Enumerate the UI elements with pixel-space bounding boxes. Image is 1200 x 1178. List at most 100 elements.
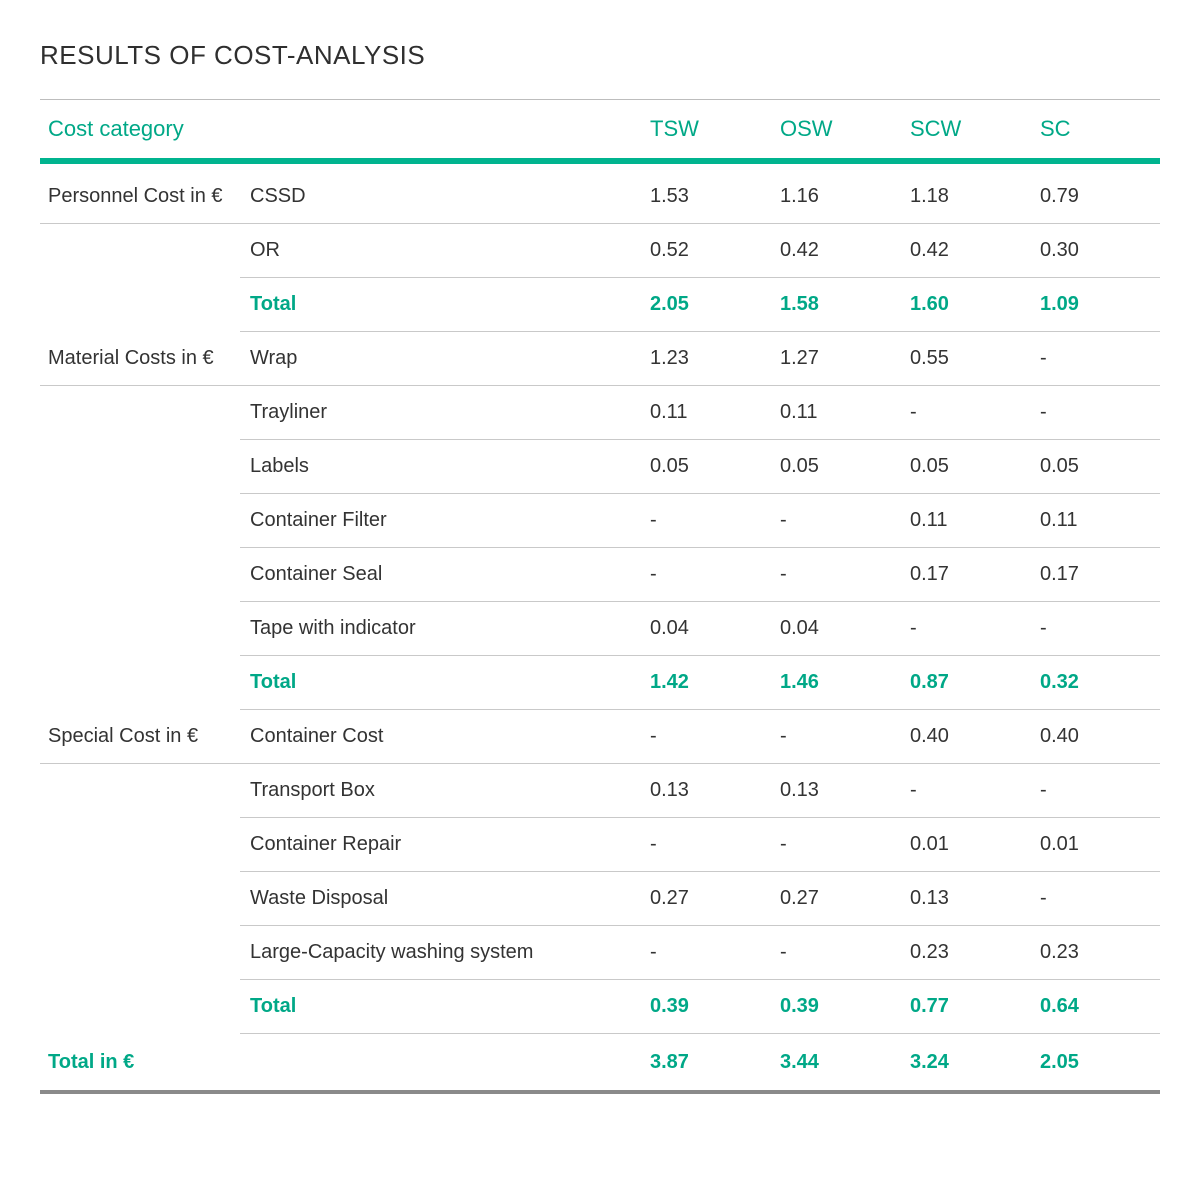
value-text: 0.05	[780, 455, 819, 478]
value-cell: 0.05	[640, 440, 770, 494]
page-title-text: RESULTS OF COST-ANALYSIS	[40, 40, 425, 70]
header-col-sc: SC	[1030, 116, 1160, 142]
value-text: 0.52	[650, 239, 689, 262]
value-text: -	[650, 833, 657, 856]
subcategory-cell: Large-Capacity washing system	[240, 926, 640, 980]
subtotal-value-text: 0.39	[650, 995, 689, 1018]
value-text: 1.53	[650, 185, 689, 208]
value-text: 1.18	[910, 185, 949, 208]
value-text: -	[1040, 347, 1047, 370]
subtotal-label: Total	[250, 293, 296, 316]
header-col-scw-text: SCW	[910, 116, 961, 141]
value-text: 0.79	[1040, 185, 1079, 208]
subcategory-label: Container Repair	[250, 833, 401, 856]
subcategory-cell: Container Repair	[240, 818, 640, 872]
subcategory-cell: Waste Disposal	[240, 872, 640, 926]
category-cell-empty	[40, 494, 240, 548]
grand-total-tsw-text: 3.87	[650, 1051, 689, 1074]
table-row: Container Repair--0.010.01	[40, 818, 1160, 872]
subtotal-value-text: 0.32	[1040, 671, 1079, 694]
subtotal-value-cell: 1.42	[640, 656, 770, 710]
value-cell: 1.18	[900, 170, 1030, 224]
value-text: -	[650, 725, 657, 748]
subcategory-label: Waste Disposal	[250, 887, 388, 910]
grand-total-row: Total in € 3.87 3.44 3.24 2.05	[40, 1034, 1160, 1090]
value-text: 0.05	[650, 455, 689, 478]
subtotal-row: Total1.421.460.870.32	[40, 656, 1160, 710]
value-text: 0.04	[780, 617, 819, 640]
header-category: Cost category	[40, 116, 240, 142]
grand-total-osw: 3.44	[770, 1034, 900, 1090]
value-cell: -	[640, 494, 770, 548]
category-cell-empty	[40, 872, 240, 926]
value-text: 0.05	[910, 455, 949, 478]
category-cell-empty	[40, 548, 240, 602]
table-row: Personnel Cost in €CSSD1.531.161.180.79	[40, 170, 1160, 224]
subcategory-label: Wrap	[250, 347, 297, 370]
value-text: 0.17	[910, 563, 949, 586]
subtotal-value-cell: 0.39	[770, 980, 900, 1034]
value-text: 0.27	[650, 887, 689, 910]
value-cell: 1.53	[640, 170, 770, 224]
value-text: -	[910, 779, 917, 802]
value-text: 0.40	[910, 725, 949, 748]
grand-total-tsw: 3.87	[640, 1034, 770, 1090]
subtotal-value-cell: 1.09	[1030, 278, 1160, 332]
value-cell: 1.16	[770, 170, 900, 224]
value-text: -	[1040, 887, 1047, 910]
value-cell: 0.11	[770, 386, 900, 440]
value-text: -	[650, 563, 657, 586]
header-col-osw: OSW	[770, 116, 900, 142]
subtotal-value-text: 2.05	[650, 293, 689, 316]
value-text: 0.11	[780, 401, 817, 424]
subcategory-label: Tape with indicator	[250, 617, 416, 640]
value-cell: 0.40	[900, 710, 1030, 764]
subtotal-value-cell: 0.87	[900, 656, 1030, 710]
value-text: -	[1040, 401, 1047, 424]
value-text: 0.01	[910, 833, 949, 856]
subtotal-value-text: 0.77	[910, 995, 949, 1018]
value-cell: 0.01	[1030, 818, 1160, 872]
value-text: -	[910, 401, 917, 424]
value-cell: 0.55	[900, 332, 1030, 386]
grand-total-scw: 3.24	[900, 1034, 1030, 1090]
value-text: 0.13	[650, 779, 689, 802]
value-text: 0.01	[1040, 833, 1079, 856]
subcategory-cell: Trayliner	[240, 386, 640, 440]
value-cell: -	[1030, 872, 1160, 926]
category-cell-empty	[40, 602, 240, 656]
subtotal-value-text: 1.58	[780, 293, 819, 316]
subtotal-value-text: 0.87	[910, 671, 949, 694]
subtotal-value-cell: 1.46	[770, 656, 900, 710]
value-cell: 0.11	[640, 386, 770, 440]
subtotal-label-cell: Total	[240, 980, 640, 1034]
value-cell: -	[900, 602, 1030, 656]
value-cell: -	[1030, 386, 1160, 440]
category-label: Material Costs in €	[48, 347, 214, 370]
value-text: 0.17	[1040, 563, 1079, 586]
value-cell: 0.05	[900, 440, 1030, 494]
value-cell: -	[640, 926, 770, 980]
value-text: 0.40	[1040, 725, 1079, 748]
value-cell: -	[640, 710, 770, 764]
subtotal-value-cell: 0.77	[900, 980, 1030, 1034]
value-cell: -	[1030, 332, 1160, 386]
value-cell: 0.13	[900, 872, 1030, 926]
header-category-text: Cost category	[48, 116, 184, 141]
value-cell: 0.04	[770, 602, 900, 656]
value-text: -	[910, 617, 917, 640]
subtotal-label-cell: Total	[240, 278, 640, 332]
grand-total-osw-text: 3.44	[780, 1051, 819, 1074]
value-text: 0.05	[1040, 455, 1079, 478]
subcategory-cell: Container Seal	[240, 548, 640, 602]
value-cell: 0.40	[1030, 710, 1160, 764]
value-text: -	[780, 725, 787, 748]
value-text: -	[780, 563, 787, 586]
category-cell: Material Costs in €	[40, 332, 240, 386]
value-text: 1.16	[780, 185, 819, 208]
subcategory-label: Trayliner	[250, 401, 327, 424]
value-text: -	[1040, 617, 1047, 640]
subtotal-category-spacer	[40, 980, 240, 1034]
header-col-sc-text: SC	[1040, 116, 1071, 141]
value-text: 0.13	[910, 887, 949, 910]
